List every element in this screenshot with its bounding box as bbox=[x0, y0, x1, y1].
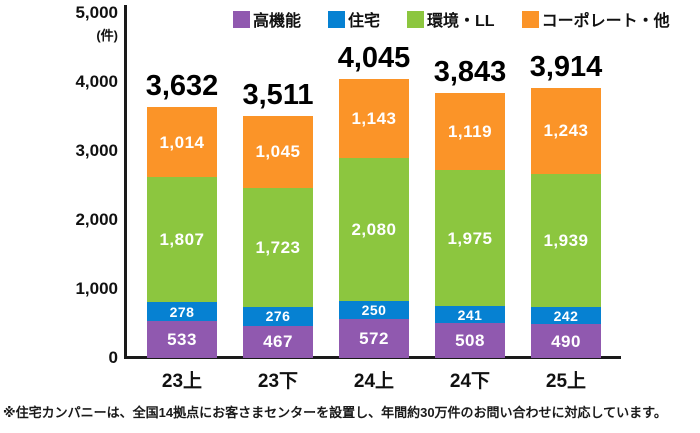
bar-segment-住宅: 241 bbox=[435, 306, 505, 323]
legend-swatch-icon bbox=[521, 10, 539, 28]
bar-segment-環境・LL: 1,975 bbox=[435, 170, 505, 307]
bar-segment-コーポレート・他: 1,119 bbox=[435, 92, 505, 171]
legend-item: コーポレート・他 bbox=[521, 7, 670, 31]
y-tick-label: 3,000 bbox=[75, 141, 118, 160]
bar-segment-value: 1,119 bbox=[447, 121, 493, 141]
bar-segment-コーポレート・他: 1,143 bbox=[339, 78, 409, 158]
bar-segment-value: 533 bbox=[167, 330, 197, 350]
bar-segment-value: 1,723 bbox=[255, 237, 301, 257]
bar-total-label: 3,632 bbox=[145, 70, 219, 103]
bar-segment-value: 278 bbox=[169, 303, 195, 320]
bar-segment-value: 1,243 bbox=[543, 121, 589, 141]
legend-label: コーポレート・他 bbox=[541, 13, 670, 30]
bar-segment-value: 250 bbox=[361, 301, 387, 318]
bar-segment-value: 490 bbox=[551, 331, 581, 351]
x-axis-labels: 23上 23下 24上 24下 25上 bbox=[0, 366, 700, 392]
legend-item: 高機能 bbox=[233, 7, 301, 31]
y-tick-label: 2,000 bbox=[75, 210, 118, 229]
bar-segment-コーポレート・他: 1,014 bbox=[147, 107, 217, 178]
chart-legend: 高機能 住宅 環境・LL コーポレート・他 bbox=[233, 7, 670, 31]
bar-total-label: 3,843 bbox=[433, 55, 507, 88]
legend-label: 住宅 bbox=[348, 13, 381, 30]
bar-segment-住宅: 250 bbox=[339, 301, 409, 319]
legend-item: 住宅 bbox=[328, 7, 380, 31]
footnote: ※住宅カンパニーは、全国14拠点にお客さまセンターを設置し、年間約30万件のお問… bbox=[3, 405, 667, 420]
legend-label: 高機能 bbox=[253, 13, 302, 30]
bar-segment-コーポレート・他: 1,045 bbox=[243, 115, 313, 188]
bar-segment-環境・LL: 2,080 bbox=[339, 157, 409, 302]
bar-segment-value: 1,807 bbox=[159, 230, 205, 250]
bar-segment-value: 1,975 bbox=[447, 228, 493, 248]
bar-total-label: 3,914 bbox=[529, 50, 603, 83]
bar-segment-住宅: 242 bbox=[531, 307, 601, 325]
bar-24下: 1,119 1,975 241 508 bbox=[435, 92, 505, 358]
bar-23上: 1,014 1,807 278 533 bbox=[147, 107, 217, 358]
x-axis-label: 24下 bbox=[449, 371, 491, 392]
x-axis-label: 23下 bbox=[257, 371, 299, 392]
bar-24上: 1,143 2,080 250 572 bbox=[339, 78, 409, 358]
bar-segment-環境・LL: 1,723 bbox=[243, 187, 313, 307]
bar-23下: 1,045 1,723 276 467 bbox=[243, 115, 313, 358]
bar-segment-value: 242 bbox=[553, 307, 579, 324]
legend-item: 環境・LL bbox=[407, 7, 495, 31]
legend-swatch-icon bbox=[233, 10, 250, 28]
bar-segment-value: 2,080 bbox=[351, 220, 397, 239]
bar-segment-value: 572 bbox=[359, 328, 389, 348]
bar-segment-value: 508 bbox=[455, 330, 485, 350]
bar-segment-高機能: 508 bbox=[435, 322, 505, 358]
legend-label: 環境・LL bbox=[427, 13, 495, 30]
bar-segment-環境・LL: 1,939 bbox=[531, 173, 601, 308]
bar-segment-value: 276 bbox=[265, 308, 291, 325]
bar-segment-住宅: 278 bbox=[147, 302, 217, 322]
bar-segment-value: 1,143 bbox=[351, 108, 397, 128]
y-tick-label: 0 bbox=[108, 348, 118, 367]
bar-segment-コーポレート・他: 1,243 bbox=[531, 87, 601, 174]
bar-segment-value: 241 bbox=[457, 306, 483, 323]
bar-segment-高機能: 467 bbox=[243, 325, 313, 358]
y-tick-label: 5,000 bbox=[75, 3, 118, 22]
bar-segment-高機能: 533 bbox=[147, 321, 217, 358]
x-axis-label: 23上 bbox=[161, 371, 203, 392]
bar-segment-value: 1,939 bbox=[543, 231, 589, 251]
y-axis-unit-label: (件) bbox=[96, 28, 118, 43]
bar-total-label: 3,511 bbox=[242, 78, 314, 111]
bar-segment-value: 1,045 bbox=[255, 142, 301, 162]
bar-segment-住宅: 276 bbox=[243, 306, 313, 326]
y-tick-label: 4,000 bbox=[75, 72, 118, 91]
y-tick-label: 1,000 bbox=[75, 279, 118, 298]
bar-total-label: 4,045 bbox=[337, 41, 411, 74]
bar-segment-高機能: 572 bbox=[339, 318, 409, 358]
bar-segment-環境・LL: 1,807 bbox=[147, 177, 217, 303]
bar-segment-高機能: 490 bbox=[531, 324, 601, 358]
legend-swatch-icon bbox=[328, 10, 346, 28]
x-axis-label: 25上 bbox=[545, 371, 587, 392]
bar-segment-value: 467 bbox=[263, 332, 293, 352]
bar-25上: 1,243 1,939 242 490 bbox=[531, 87, 601, 358]
x-axis-label: 24上 bbox=[353, 371, 395, 392]
y-axis-line bbox=[124, 5, 127, 358]
bar-segment-value: 1,014 bbox=[159, 132, 205, 152]
legend-swatch-icon bbox=[407, 10, 425, 28]
